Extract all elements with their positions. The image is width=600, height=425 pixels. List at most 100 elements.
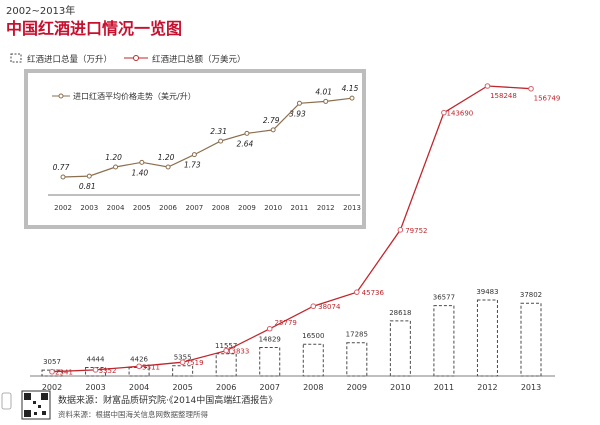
volume-bars (41, 299, 542, 377)
main-x-tick: 2008 (303, 383, 323, 392)
watermark-icon (1, 392, 12, 410)
value-data-label: 5311 (142, 363, 160, 371)
footer: 数据来源：财富品质研究院·《2014中国高端红酒报告》 资料来源：根据中国海关信… (1, 390, 277, 420)
inset-data-label: 1.73 (184, 161, 201, 170)
value-data-label: 38074 (318, 303, 341, 311)
value-point (223, 347, 229, 354)
inset-legend-marker (58, 93, 64, 99)
value-data-label: 3352 (99, 367, 117, 375)
volume-bar (172, 365, 194, 377)
volume-bar-label: 4426 (130, 355, 148, 363)
inset-data-label: 3.93 (289, 109, 306, 118)
value-point (528, 85, 534, 92)
value-point (49, 368, 55, 375)
legend-volume-label: 红酒进口总量（万升） (27, 54, 112, 65)
inset-x-tick: 2009 (238, 204, 256, 212)
value-point (266, 325, 273, 332)
legend: 红酒进口总量（万升） 红酒进口总额（万美元） (10, 53, 246, 65)
inset-data-labels: 0.77 0.81 1.20 1.40 1.20 1.73 2.31 2.64 2.79 3.93… (53, 84, 359, 191)
value-data-label: 25779 (275, 319, 297, 327)
inset-x-tick: 2007 (185, 204, 203, 212)
legend-value-label: 红酒进口总额（万美元） (152, 54, 246, 65)
main-x-tick: 2012 (477, 383, 497, 392)
value-data-label: 143690 (447, 110, 474, 118)
volume-bar (302, 343, 324, 377)
volume-bar (346, 342, 368, 377)
inset-x-tick: 2012 (317, 204, 335, 212)
inset-x-tick: 2010 (264, 204, 282, 212)
value-data-label: 2341 (55, 369, 73, 377)
value-line (51, 85, 532, 373)
inset-x-tick: 2006 (159, 204, 177, 212)
volume-bar-label: 36577 (433, 294, 455, 302)
volume-bar (476, 299, 498, 377)
volume-bar (433, 305, 455, 377)
inset-data-label: 4.15 (342, 84, 359, 93)
source-text: 数据来源：财富品质研究院·《2014中国高端红酒报告》 (58, 394, 277, 406)
value-data-label: 158248 (490, 92, 517, 100)
volume-bar-label: 4444 (87, 355, 105, 363)
year-range: 2002~2013年 (6, 4, 75, 17)
volume-bar-label: 39483 (476, 288, 498, 296)
inset-frame (24, 69, 366, 229)
inset-points (60, 95, 355, 180)
volume-bar-label: 11557 (215, 342, 237, 350)
main-x-tick: 2013 (521, 383, 541, 392)
value-data-label: 156749 (534, 95, 561, 103)
inset-point (244, 130, 250, 136)
value-point (92, 367, 99, 373)
main-x-tick: 2011 (434, 383, 454, 392)
volume-bar (520, 302, 542, 377)
inset-title: 进口红酒平均价格走势（美元/升） (73, 91, 196, 101)
volume-bar-label: 37802 (520, 291, 542, 299)
legend-value-marker (133, 55, 139, 61)
main-x-tick: 2003 (85, 383, 105, 392)
inset-point (296, 100, 302, 106)
value-data-label: 79752 (405, 227, 427, 235)
value-point (484, 83, 491, 89)
inset-x-tick: 2005 (133, 204, 151, 212)
value-point (136, 363, 142, 370)
inset-point (113, 164, 119, 170)
inset-data-label: 1.20 (158, 153, 175, 162)
inset-x-tick: 2002 (54, 204, 72, 212)
volume-bar-label: 16500 (302, 332, 324, 340)
inset-x-tick: 2008 (212, 204, 230, 212)
value-point (179, 359, 186, 366)
value-data-labels: 2341 3352 5311 7519 13833 25779 38074 45736 7975… (55, 92, 560, 377)
volume-bar-label: 5355 (174, 354, 192, 362)
volume-bar-label: 28618 (389, 309, 411, 317)
inset-point (139, 159, 145, 165)
inset-point (86, 173, 92, 179)
main-x-tick: 2009 (347, 383, 367, 392)
volume-bar-label: 3057 (43, 358, 61, 366)
inset-data-label: 1.40 (131, 168, 148, 177)
value-data-label: 45736 (362, 289, 385, 297)
main-x-tick: 2010 (390, 383, 410, 392)
main-x-tick: 2007 (260, 383, 280, 392)
volume-bar-labels: 3057 4444 4426 5355 11557 14829 16500 17285 2861… (43, 288, 542, 366)
source-note: 资料来源：根据中国海关信息网数据整理所得 (58, 409, 208, 419)
page-title: 中国红酒进口情况一览图 (6, 19, 182, 38)
main-x-tick: 2006 (216, 383, 236, 392)
value-point (397, 227, 404, 233)
volume-bar-label: 17285 (346, 331, 368, 339)
inset-point (270, 127, 276, 133)
inset-data-label: 0.81 (79, 182, 96, 191)
inset-x-ticks: 2002 2003 2004 2005 2006 2007 2008 2009 2010 2011… (54, 204, 361, 212)
inset-x-tick: 2004 (107, 204, 125, 212)
inset-price-line (62, 97, 353, 178)
main-x-tick: 2002 (42, 383, 62, 392)
inset-x-tick: 2011 (291, 204, 309, 212)
volume-bar (215, 353, 237, 377)
inset-data-label: 2.31 (210, 127, 227, 136)
value-point (310, 303, 317, 310)
inset-point (349, 95, 355, 101)
inset-data-label: 0.77 (53, 163, 70, 172)
value-point (441, 109, 447, 116)
inset-point (60, 174, 66, 180)
inset-point (218, 138, 224, 144)
inset-x-tick: 2003 (80, 204, 98, 212)
inset-data-label: 4.01 (315, 87, 332, 96)
